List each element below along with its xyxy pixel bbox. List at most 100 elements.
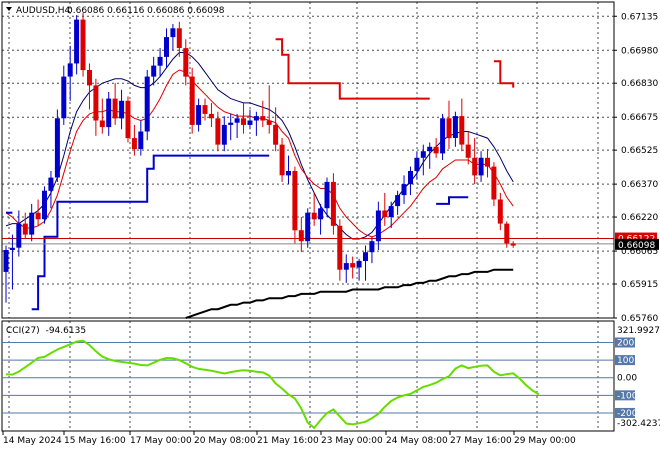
price-tick-label: 0.66065 bbox=[621, 247, 658, 257]
dropdown-triangle-icon[interactable] bbox=[6, 7, 12, 11]
candle-body bbox=[491, 166, 497, 200]
candle-body bbox=[131, 138, 137, 150]
price-tick-label: 0.66370 bbox=[621, 180, 658, 190]
candle-body bbox=[234, 118, 240, 123]
candle-body bbox=[472, 157, 478, 176]
candle-body bbox=[485, 157, 490, 167]
candle-body bbox=[266, 120, 272, 125]
trailing-stop-down-line bbox=[493, 60, 515, 88]
candle-body bbox=[151, 65, 157, 77]
cci-levels: 200 100 0.00 -100 -200 bbox=[2, 337, 638, 419]
candle-body bbox=[54, 118, 60, 178]
candle-body bbox=[99, 120, 105, 128]
candle-body bbox=[80, 19, 86, 71]
candle-body bbox=[42, 190, 47, 220]
candle-body bbox=[3, 250, 9, 272]
candles bbox=[3, 12, 516, 303]
candle-body bbox=[433, 146, 439, 154]
candle-body bbox=[337, 225, 343, 270]
candle-body bbox=[202, 105, 208, 114]
price-tick-label: 0.67135 bbox=[621, 12, 658, 22]
candle-body bbox=[35, 212, 41, 220]
cci-level-label: 100 bbox=[617, 356, 634, 366]
candle-body bbox=[324, 181, 330, 209]
price-axis: 0.67135 0.66980 0.66830 0.66675 0.66525 0.663… bbox=[614, 12, 659, 324]
reference-price-badge bbox=[615, 232, 657, 243]
candle-body bbox=[408, 171, 413, 185]
candle-body bbox=[369, 241, 375, 253]
cci-level-label: -200 bbox=[617, 409, 638, 419]
candle-body bbox=[504, 223, 510, 244]
ma-fast-line bbox=[5, 69, 514, 238]
candle-body bbox=[279, 144, 285, 176]
candle-body bbox=[427, 146, 433, 152]
candle-body bbox=[286, 171, 291, 176]
candle-body bbox=[9, 247, 15, 250]
cci-min-label: -302.4237 bbox=[617, 419, 660, 429]
candle-body bbox=[401, 184, 407, 196]
candle-body bbox=[497, 199, 503, 224]
candle-body bbox=[440, 118, 446, 154]
price-tick-label: 0.65760 bbox=[621, 314, 658, 324]
candle-body bbox=[208, 113, 214, 119]
candle-body bbox=[305, 212, 311, 242]
chart-header: AUDUSD,H4 0.66086 0.66116 0.66086 0.6609… bbox=[6, 6, 225, 16]
candle-body bbox=[330, 181, 336, 226]
candle-body bbox=[241, 118, 246, 125]
cci-max-label: 321.9927 bbox=[617, 326, 660, 336]
cci-level-badge bbox=[615, 390, 635, 401]
candle-body bbox=[61, 76, 67, 119]
candle-body bbox=[29, 212, 35, 235]
candle-body bbox=[170, 28, 176, 38]
candle-body bbox=[67, 63, 73, 77]
current-price-label: 0.66098 bbox=[618, 241, 655, 251]
candle-body bbox=[247, 120, 253, 125]
candle-body bbox=[157, 56, 163, 66]
candle-body bbox=[87, 70, 92, 86]
trailing-stop-up-line bbox=[436, 196, 469, 205]
ma-long-line bbox=[185, 268, 514, 319]
candle-body bbox=[318, 208, 324, 220]
candle-body bbox=[350, 263, 356, 268]
time-tick-label: 27 May 16:00 bbox=[450, 436, 512, 446]
candle-body bbox=[382, 210, 388, 218]
candle-body bbox=[420, 151, 426, 158]
cci-line-group bbox=[5, 339, 540, 430]
candle-body bbox=[144, 76, 150, 132]
candle-body bbox=[228, 122, 234, 125]
ma-slow-line bbox=[5, 52, 514, 240]
current-price-badge bbox=[615, 238, 659, 250]
candle-body bbox=[395, 195, 401, 207]
candle-body bbox=[356, 260, 362, 268]
time-tick-label: 17 May 00:00 bbox=[130, 436, 192, 446]
cci-level-label: 200 bbox=[617, 338, 634, 348]
candle-body bbox=[22, 223, 28, 235]
candle-body bbox=[446, 118, 452, 139]
candle-body bbox=[48, 177, 54, 191]
price-tick-label: 0.66525 bbox=[621, 146, 658, 156]
candle-body bbox=[298, 230, 304, 242]
candle-body bbox=[196, 105, 202, 125]
candle-body bbox=[260, 116, 266, 121]
cci-level-badge bbox=[615, 337, 635, 348]
cci-panel: 200 100 0.00 -100 -200 CCI(27) -94.6135 321.… bbox=[1, 320, 660, 432]
candle-body bbox=[273, 124, 279, 145]
cci-level-label: 0.00 bbox=[617, 374, 637, 384]
candle-body bbox=[221, 124, 227, 145]
candle-body bbox=[375, 210, 381, 242]
trailing-stop-up-line bbox=[31, 154, 270, 311]
candle-body bbox=[311, 212, 317, 220]
candle-body bbox=[74, 19, 80, 64]
time-tick-label: 20 May 08:00 bbox=[194, 436, 256, 446]
cci-series-label: CCI(27) bbox=[6, 326, 40, 336]
candle-body bbox=[363, 252, 368, 261]
candle-body bbox=[119, 100, 125, 119]
candle-body bbox=[16, 223, 22, 248]
candle-body bbox=[510, 243, 516, 246]
time-tick-label: 23 May 00:00 bbox=[321, 436, 383, 446]
time-tick-label: 14 May 2024 bbox=[3, 436, 62, 446]
candle-body bbox=[459, 116, 465, 145]
moving-averages bbox=[2, 38, 614, 319]
